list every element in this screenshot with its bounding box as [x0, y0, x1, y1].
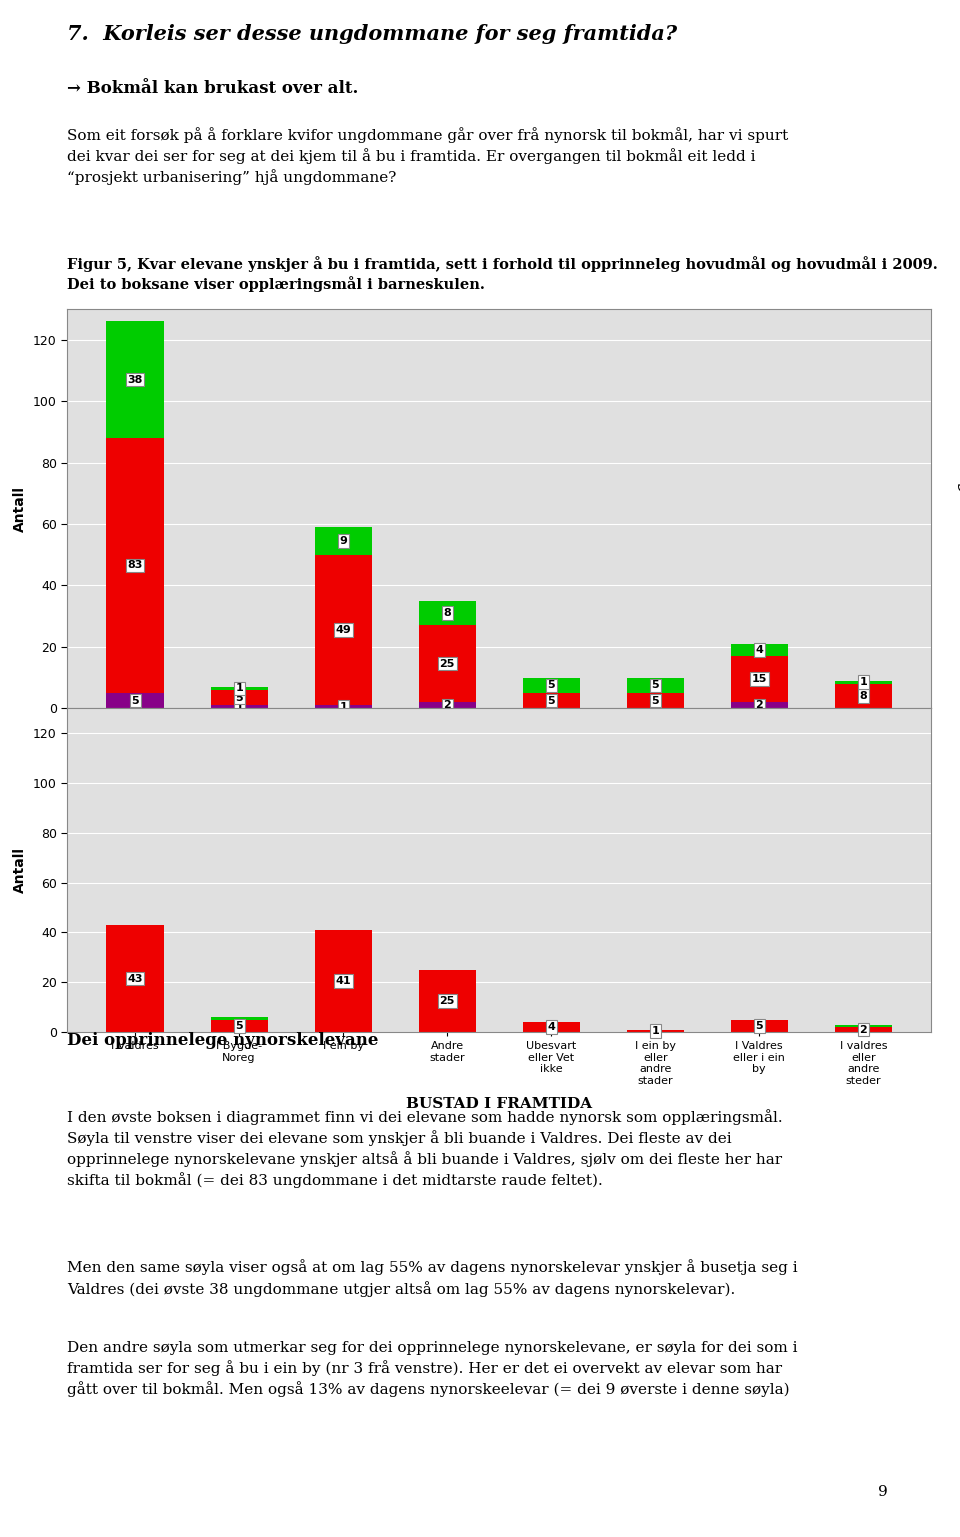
Bar [210, 705, 268, 709]
Text: 2: 2 [859, 1025, 867, 1034]
Text: 5: 5 [547, 681, 555, 690]
Text: 5: 5 [547, 696, 555, 705]
Bar [419, 970, 476, 1033]
Text: 25: 25 [440, 996, 455, 1005]
Bar [731, 656, 788, 702]
Bar [419, 626, 476, 702]
Bar [107, 438, 164, 693]
Text: 1: 1 [859, 678, 867, 687]
Y-axis label: Antall: Antall [13, 486, 27, 532]
Y-axis label: Antall: Antall [13, 847, 27, 893]
Text: 1: 1 [235, 702, 243, 712]
Bar [315, 705, 372, 709]
Bar [731, 644, 788, 656]
Bar [834, 1025, 892, 1027]
Text: 5: 5 [132, 696, 139, 705]
Bar [522, 1022, 580, 1033]
Bar [107, 321, 164, 438]
Text: 5: 5 [235, 693, 243, 702]
Text: 7.  Korleis ser desse ungdommane for seg framtida?: 7. Korleis ser desse ungdommane for seg … [67, 25, 678, 45]
Text: 38: 38 [128, 375, 143, 384]
Bar [731, 1019, 788, 1033]
Bar [210, 690, 268, 705]
Bar [315, 930, 372, 1033]
Bar [834, 684, 892, 709]
Text: 43: 43 [128, 973, 143, 984]
Text: 1: 1 [235, 684, 243, 693]
Bar [210, 1017, 268, 1019]
Text: 49: 49 [335, 626, 351, 635]
Bar [419, 702, 476, 709]
Text: 4: 4 [547, 1022, 555, 1033]
Text: 8: 8 [859, 692, 867, 701]
Text: 41: 41 [335, 976, 351, 987]
Text: Den andre søyla som utmerkar seg for dei opprinnelege nynorskelevane, er søyla f: Den andre søyla som utmerkar seg for dei… [67, 1342, 798, 1397]
Text: Figur 5, Kvar elevane ynskjer å bu i framtida, sett i forhold til opprinneleg ho: Figur 5, Kvar elevane ynskjer å bu i fra… [67, 257, 938, 292]
Text: Dei opprinnelege nynorskelevane: Dei opprinnelege nynorskelevane [67, 1033, 378, 1050]
Text: 5: 5 [235, 1021, 243, 1031]
Text: 5: 5 [652, 696, 660, 705]
Text: 4: 4 [756, 646, 763, 655]
Bar [107, 693, 164, 709]
Text: 5: 5 [756, 1021, 763, 1031]
Bar [522, 678, 580, 693]
Bar [419, 601, 476, 626]
Bar [627, 693, 684, 709]
Bar [834, 1027, 892, 1033]
Text: 15: 15 [752, 675, 767, 684]
Text: 9: 9 [878, 1485, 888, 1499]
Text: 9: 9 [339, 536, 348, 546]
Text: → Bokmål kan brukast over alt.: → Bokmål kan brukast over alt. [67, 80, 359, 97]
Bar [627, 678, 684, 693]
Text: 2: 2 [756, 701, 763, 710]
Text: 1: 1 [339, 702, 347, 712]
Bar [731, 702, 788, 709]
Text: Som eit forsøk på å forklare kvifor ungdommane går over frå nynorsk til bokmål, : Som eit forsøk på å forklare kvifor ungd… [67, 128, 788, 184]
Bar [210, 687, 268, 690]
Text: 2: 2 [444, 701, 451, 710]
X-axis label: BUSTAD I FRAMTIDA: BUSTAD I FRAMTIDA [406, 1097, 592, 1111]
Text: 1: 1 [652, 1025, 660, 1036]
Text: Nynorsk: Nynorsk [957, 467, 960, 550]
Text: 8: 8 [444, 609, 451, 618]
Text: 5: 5 [652, 681, 660, 690]
Text: 25: 25 [440, 659, 455, 669]
Text: 83: 83 [128, 561, 143, 570]
Bar [522, 693, 580, 709]
Text: Bokmål: Bokmål [957, 832, 960, 908]
Bar [107, 925, 164, 1033]
Bar [315, 527, 372, 555]
Text: I den øvste boksen i diagrammet finn vi dei elevane som hadde nynorsk som opplær: I den øvste boksen i diagrammet finn vi … [67, 1110, 782, 1188]
Bar [210, 1019, 268, 1033]
Text: Men den same søyla viser også at om lag 55% av dagens nynorskelevar ynskjer å bu: Men den same søyla viser også at om lag … [67, 1260, 798, 1297]
Bar [627, 1030, 684, 1033]
Bar [315, 555, 372, 705]
Bar [834, 681, 892, 684]
